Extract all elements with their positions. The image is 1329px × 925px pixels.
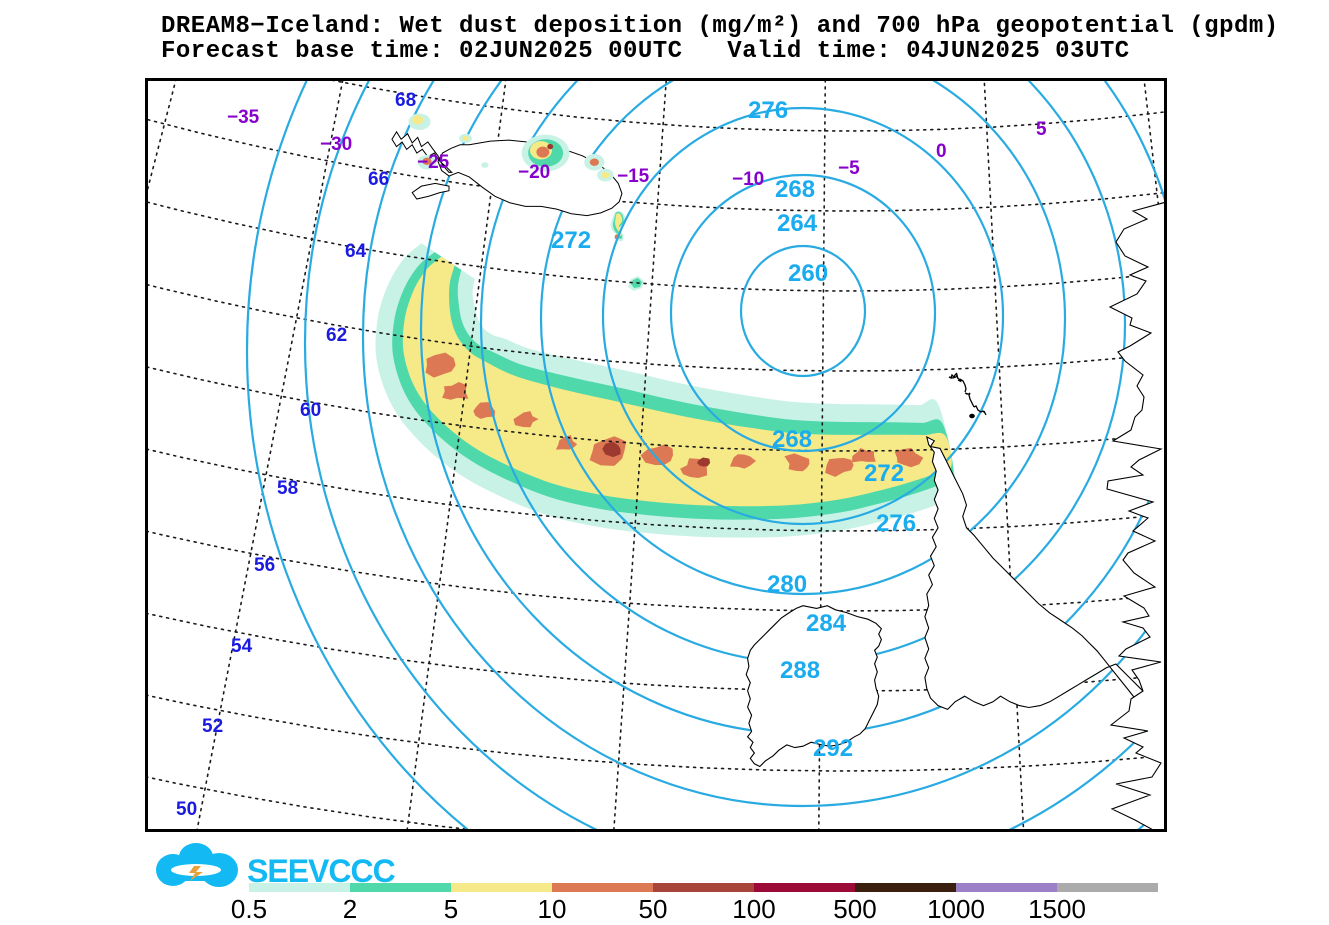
svg-text:68: 68 <box>395 90 416 111</box>
svg-text:272: 272 <box>551 227 591 254</box>
svg-text:1000: 1000 <box>927 894 985 924</box>
svg-text:276: 276 <box>876 510 916 537</box>
svg-text:284: 284 <box>806 610 847 637</box>
svg-text:56: 56 <box>254 555 275 576</box>
svg-text:288: 288 <box>780 657 820 684</box>
svg-text:5: 5 <box>444 894 458 924</box>
svg-text:5: 5 <box>1036 119 1047 140</box>
svg-text:−5: −5 <box>838 158 860 179</box>
svg-text:−10: −10 <box>732 169 764 190</box>
svg-text:64: 64 <box>345 241 367 262</box>
svg-text:−20: −20 <box>518 162 550 183</box>
svg-text:276: 276 <box>748 97 788 124</box>
svg-text:260: 260 <box>788 260 828 287</box>
svg-text:54: 54 <box>231 636 253 657</box>
svg-text:268: 268 <box>772 426 812 453</box>
svg-text:−30: −30 <box>320 134 352 155</box>
svg-text:62: 62 <box>326 325 347 346</box>
svg-text:−15: −15 <box>617 166 650 187</box>
svg-text:2: 2 <box>343 894 357 924</box>
svg-text:66: 66 <box>368 169 389 190</box>
svg-text:0: 0 <box>936 141 947 162</box>
svg-text:0.5: 0.5 <box>231 894 267 924</box>
svg-text:−35: −35 <box>227 107 260 128</box>
svg-text:1500: 1500 <box>1028 894 1086 924</box>
svg-text:268: 268 <box>775 176 815 203</box>
svg-text:10: 10 <box>538 894 567 924</box>
svg-text:52: 52 <box>202 716 223 737</box>
svg-text:58: 58 <box>277 478 298 499</box>
svg-text:−25: −25 <box>417 152 450 173</box>
svg-text:50: 50 <box>639 894 668 924</box>
svg-text:292: 292 <box>813 735 853 762</box>
svg-text:60: 60 <box>300 400 321 421</box>
svg-text:264: 264 <box>777 210 818 237</box>
svg-text:272: 272 <box>864 460 904 487</box>
svg-text:100: 100 <box>732 894 775 924</box>
svg-text:280: 280 <box>767 571 807 598</box>
svg-text:500: 500 <box>833 894 876 924</box>
svg-text:50: 50 <box>176 799 197 820</box>
